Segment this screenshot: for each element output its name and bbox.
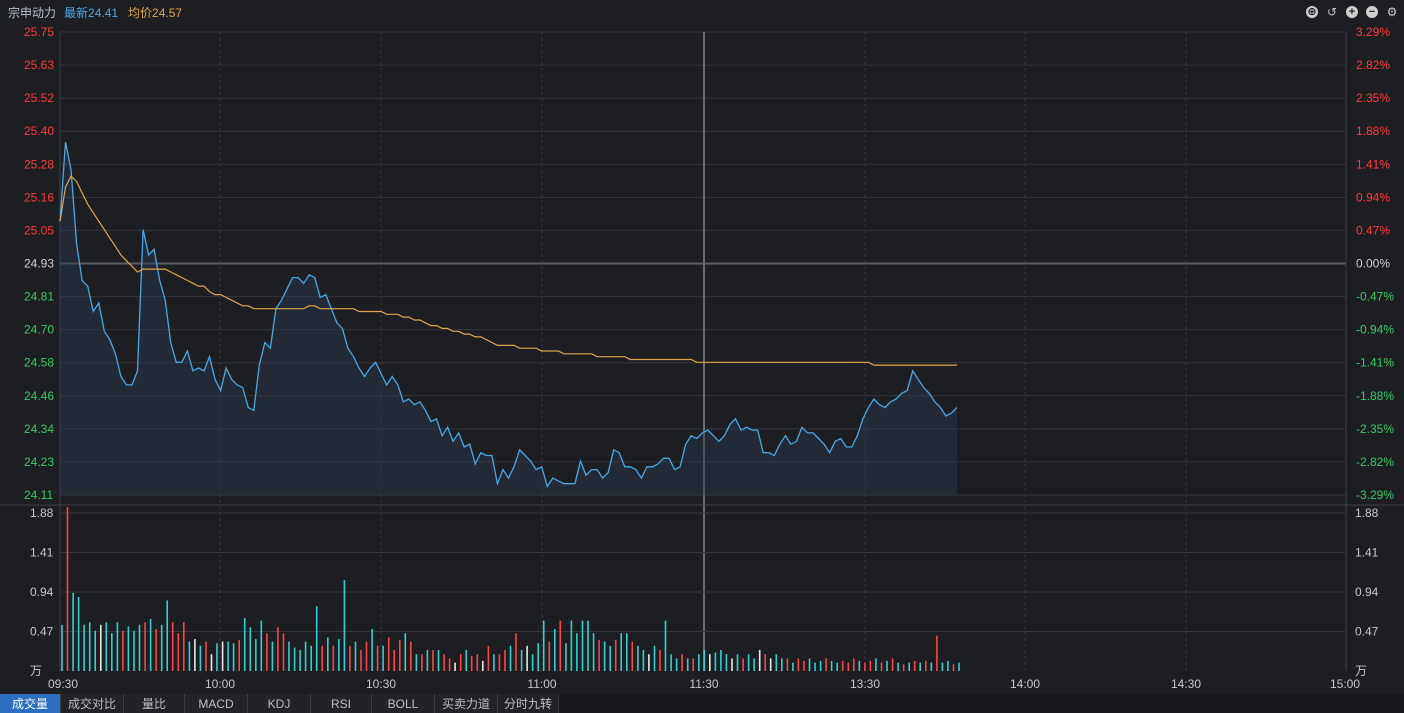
tab-volume[interactable]: 成交量 [0,694,61,713]
tab-rsi[interactable]: RSI [311,694,372,713]
pct-tick-label: -2.35% [1356,422,1394,436]
chart-header: 宗申动力 最新24.41 均价24.57 ⊕ ↺ + − ⚙ [0,0,1404,24]
volume-tick-label: 1.41 [30,546,54,560]
time-tick-label: 14:30 [1171,677,1201,691]
price-tick-label: 25.63 [24,58,54,72]
tab-intraday-nine-turn[interactable]: 分时九转 [498,694,559,713]
pct-tick-label: -0.94% [1356,323,1394,337]
volume-tick-label: 万 [1355,664,1367,678]
indicator-tab-bar: 成交量 成交对比 量比 MACD KDJ RSI BOLL 买卖力道 分时九转 [0,694,1404,713]
time-tick-label: 13:30 [850,677,880,691]
time-tick-label: 15:00 [1330,677,1360,691]
price-tick-label: 25.75 [24,25,54,39]
price-tick-label: 24.11 [24,488,53,502]
volume-tick-label: 0.94 [30,585,54,599]
price-tick-label: 25.40 [24,124,54,138]
stock-name[interactable]: 宗申动力 [8,5,57,20]
pct-tick-label: 0.47% [1356,223,1390,237]
pct-tick-label: 3.29% [1356,25,1390,39]
time-tick-label: 09:30 [48,677,78,691]
tab-volume-compare[interactable]: 成交对比 [61,694,124,713]
time-tick-label: 10:00 [205,677,235,691]
latest-price-label: 最新24.41 [64,5,119,20]
volume-tick-label: 万 [30,664,42,678]
pct-tick-label: 2.82% [1356,58,1390,72]
price-tick-label: 24.93 [24,257,54,271]
time-tick-label: 11:00 [527,677,556,691]
pct-tick-label: 0.94% [1356,190,1390,204]
price-tick-label: 24.34 [24,422,54,436]
pct-tick-label: -1.88% [1356,389,1394,403]
price-area [60,142,957,495]
volume-tick-label: 1.88 [30,506,54,520]
volume-tick-label: 1.88 [1355,506,1379,520]
price-tick-label: 24.23 [24,455,54,469]
tab-boll[interactable]: BOLL [372,694,435,713]
price-tick-label: 25.05 [24,223,54,237]
tab-kdj[interactable]: KDJ [248,694,311,713]
tab-buy-sell-force[interactable]: 买卖力道 [435,694,498,713]
price-line [59,141,958,489]
zoom-in-icon[interactable]: + [1344,4,1360,20]
undo-icon[interactable]: ↺ [1326,5,1338,19]
price-tick-label: 25.52 [24,91,54,105]
price-tick-label: 25.28 [24,157,54,171]
pct-tick-label: 1.88% [1356,124,1390,138]
price-tick-label: 25.16 [24,190,54,204]
tab-macd[interactable]: MACD [185,694,248,713]
time-tick-label: 10:30 [366,677,396,691]
volume-tick-label: 0.94 [1355,585,1379,599]
pct-tick-label: -0.47% [1356,290,1394,304]
pct-tick-label: -3.29% [1356,488,1394,502]
volume-tick-label: 1.41 [1355,546,1379,560]
chart-toolbar: ⊕ ↺ + − ⚙ [1304,4,1400,20]
tab-volume-ratio[interactable]: 量比 [124,694,185,713]
volume-tick-label: 0.47 [30,625,54,639]
pct-tick-label: 2.35% [1356,91,1390,105]
gear-icon[interactable]: ⚙ [1386,5,1398,19]
pct-tick-label: 1.41% [1356,157,1390,171]
avg-price-label: 均价24.57 [128,5,183,20]
pct-tick-label: 0.00% [1356,257,1390,271]
price-tick-label: 24.58 [24,356,54,370]
avg-price-line [59,174,957,366]
volume-tick-label: 0.47 [1355,625,1379,639]
price-tick-label: 24.81 [24,290,54,304]
settings-dial-icon[interactable]: ⊕ [1306,6,1318,18]
pct-tick-label: -2.82% [1356,455,1394,469]
price-tick-label: 24.70 [24,323,54,337]
pct-tick-label: -1.41% [1356,356,1394,370]
intraday-chart[interactable]: 25.75 3.29% 25.63 2.82% 25.52 2.35% 25.40 1.88%… [0,0,1404,694]
time-tick-label: 11:30 [689,677,718,691]
price-tick-label: 24.46 [24,389,54,403]
time-tick-label: 14:00 [1010,677,1040,691]
zoom-out-icon[interactable]: − [1364,4,1380,20]
